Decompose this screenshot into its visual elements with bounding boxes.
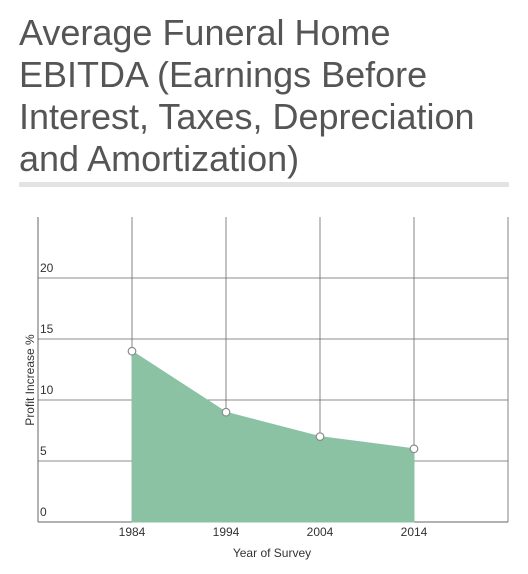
y-axis-label: Profit Increase % <box>23 334 37 426</box>
x-tick-label: 1994 <box>213 525 240 539</box>
data-point <box>409 444 419 454</box>
x-axis-label: Year of Survey <box>233 546 311 560</box>
title-divider <box>19 182 509 187</box>
y-tick-label: 15 <box>40 322 54 336</box>
chart-title: Average Funeral Home EBITDA (Earnings Be… <box>19 12 475 179</box>
data-point <box>315 432 325 442</box>
y-tick-label: 5 <box>40 444 47 458</box>
area-series <box>131 350 415 523</box>
x-tick-label: 2004 <box>307 525 334 539</box>
area-fill <box>131 350 415 523</box>
y-tick-label: 10 <box>40 383 54 397</box>
data-point <box>221 407 231 417</box>
y-tick-labels: 0 5 10 15 20 <box>40 261 54 519</box>
x-tick-label: 2014 <box>401 525 428 539</box>
data-points <box>127 346 419 454</box>
y-tick-label: 20 <box>40 261 54 275</box>
y-tick-label: 0 <box>40 505 47 519</box>
data-point <box>127 346 137 356</box>
x-tick-labels: 1984 1994 2004 2014 <box>119 525 428 539</box>
x-tick-label: 1984 <box>119 525 146 539</box>
